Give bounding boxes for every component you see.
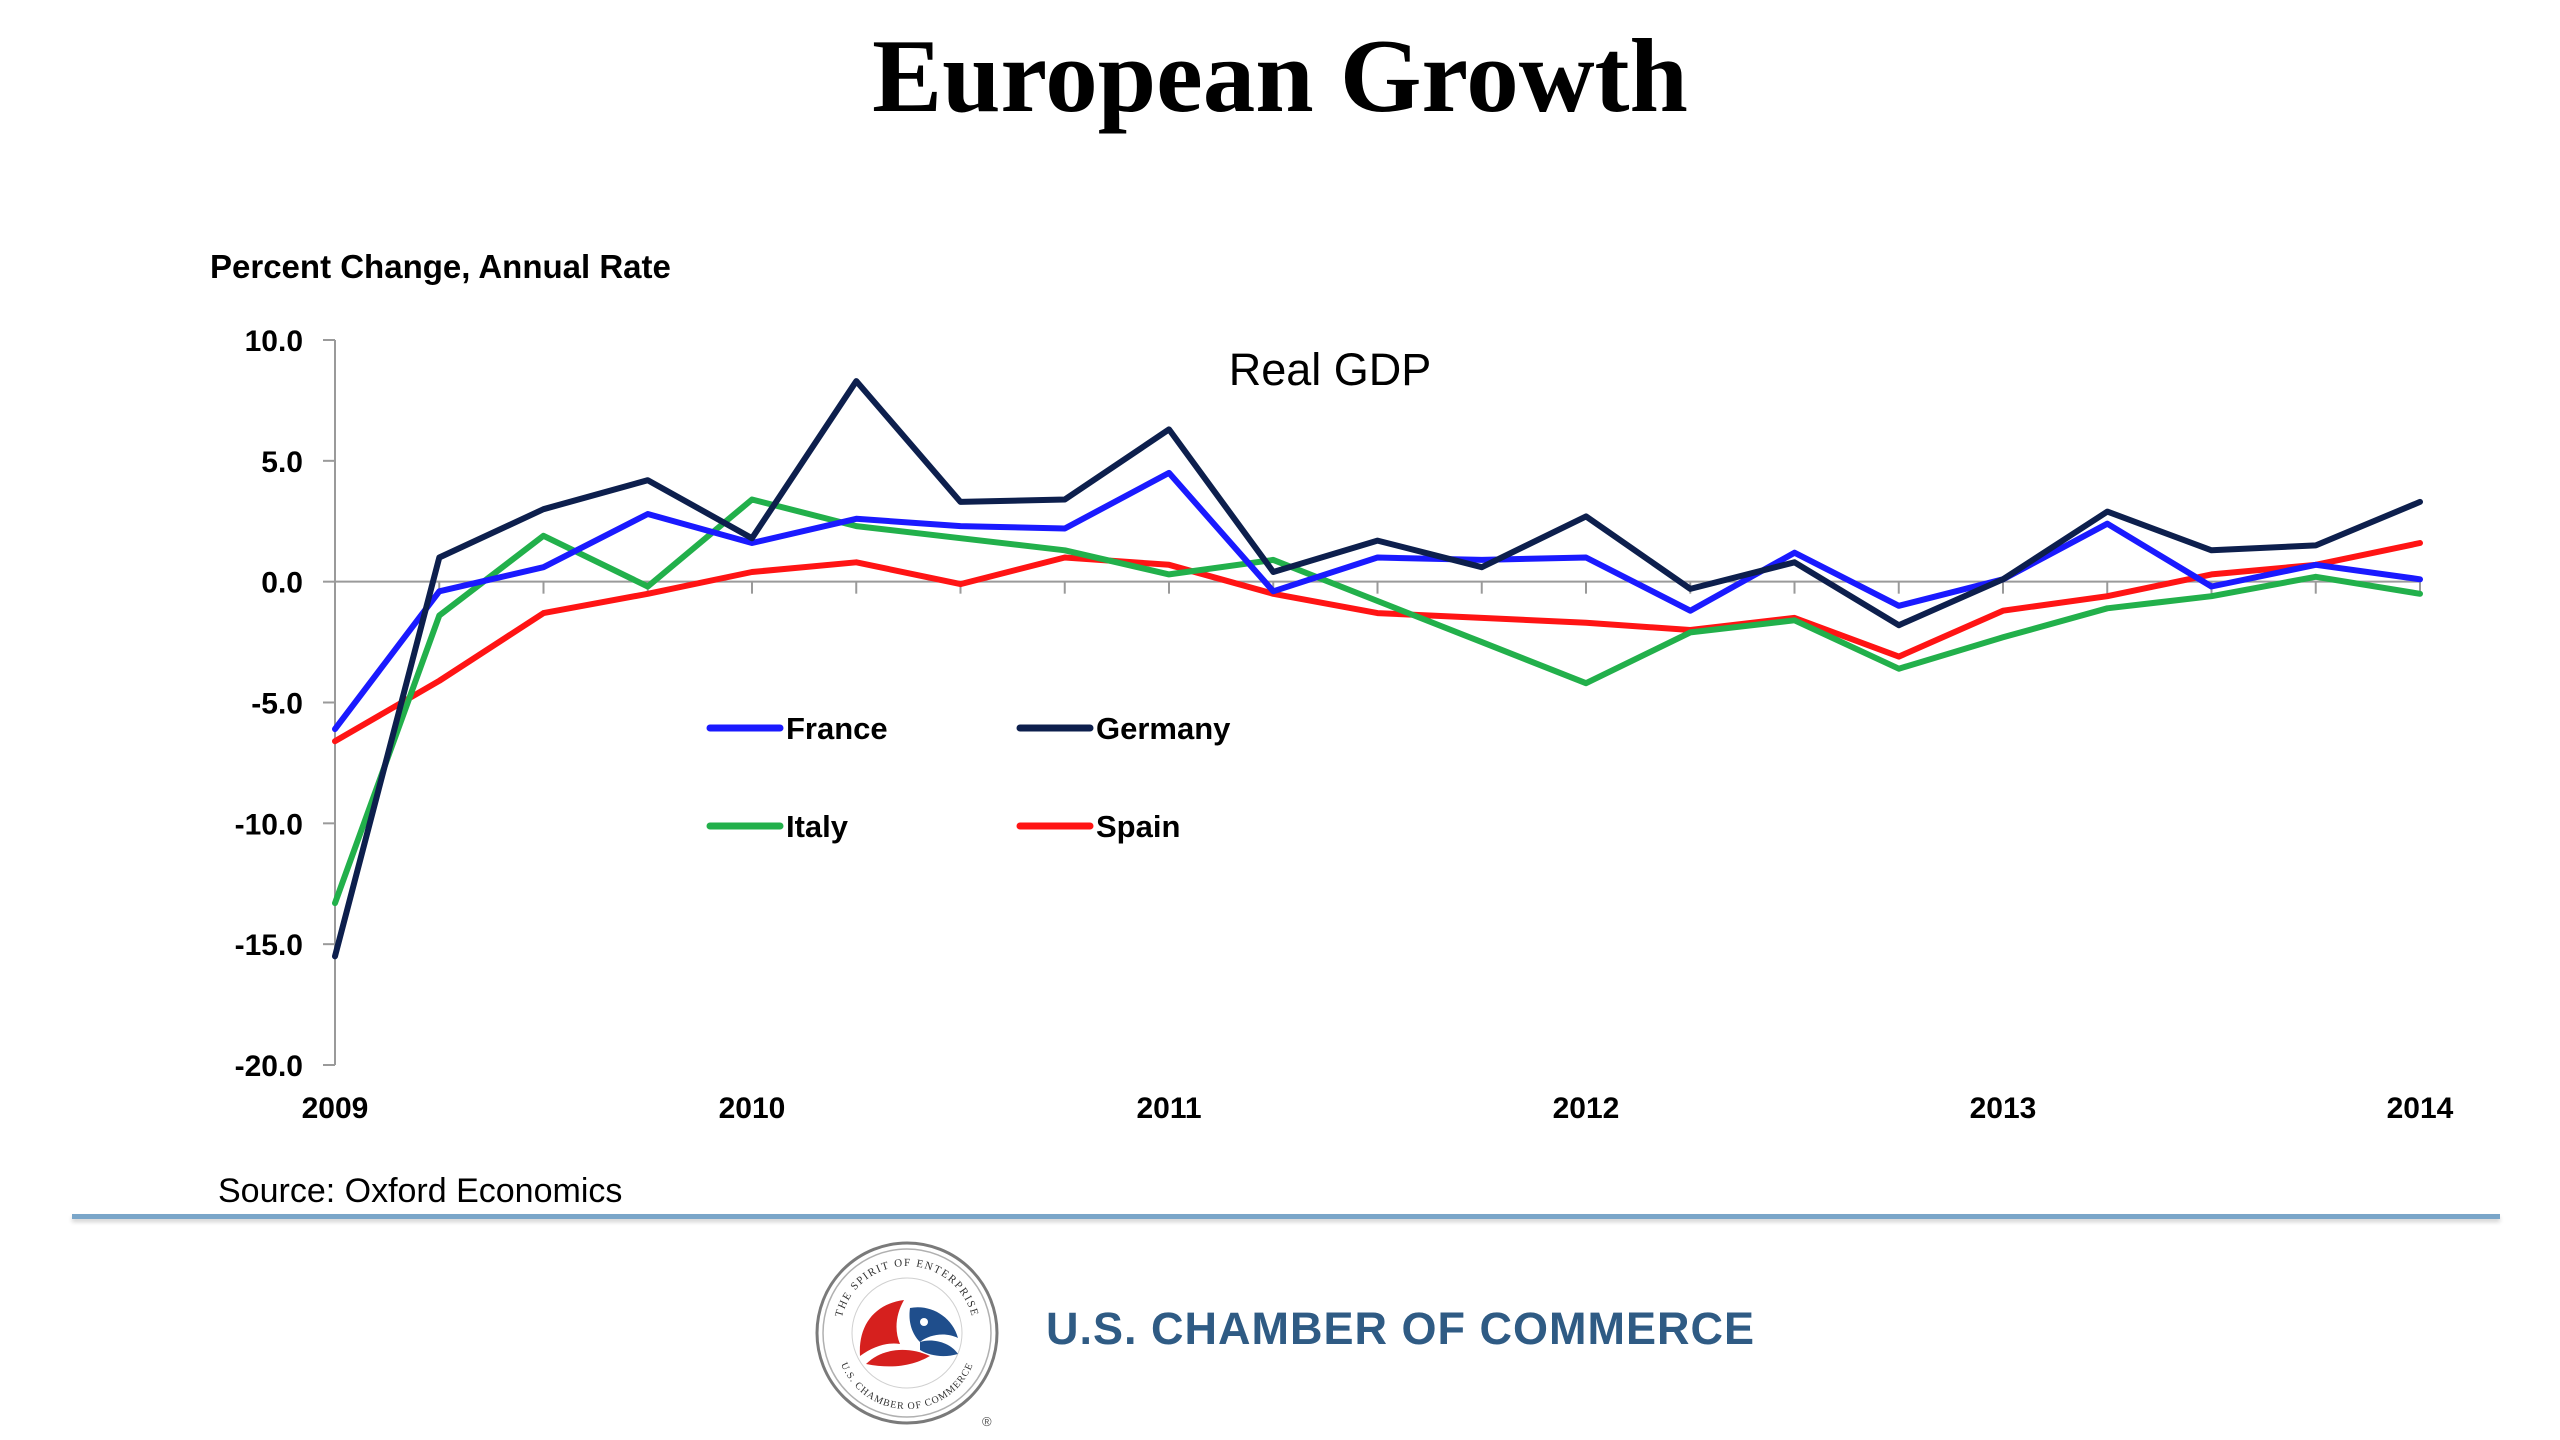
x-tick-label: 2010 <box>719 1092 786 1125</box>
source-note: Source: Oxford Economics <box>218 1172 623 1210</box>
legend-label-spain: Spain <box>1096 809 1180 844</box>
axes: 10.0 5.0 0.0 -5.0 -10.0 -15.0 -20.0 2009 2010 201… <box>235 325 2454 1125</box>
chart-title: Real GDP <box>1229 344 1432 395</box>
y-tick-label: -15.0 <box>235 929 303 962</box>
y-tick-label: 0.0 <box>261 567 303 600</box>
y-tick-label: -5.0 <box>251 688 303 721</box>
legend-label-germany: Germany <box>1096 711 1231 746</box>
registered-mark: ® <box>982 1414 992 1428</box>
series-line-france <box>332 469 2423 733</box>
legend-label-italy: Italy <box>786 809 849 844</box>
organization-name: U.S. CHAMBER OF COMMERCE <box>1046 1303 1755 1354</box>
y-tick-label: -20.0 <box>235 1050 303 1083</box>
y-tick-label: 5.0 <box>261 446 303 479</box>
y-tick-label: -10.0 <box>235 808 303 841</box>
series-line-spain <box>332 540 2423 745</box>
x-tick-label: 2012 <box>1553 1092 1620 1125</box>
series-lines <box>332 378 2423 960</box>
x-tick-label: 2013 <box>1970 1092 2037 1125</box>
y-axis-label: Percent Change, Annual Rate <box>210 248 671 285</box>
chamber-seal-logo: THE SPIRIT OF ENTERPRISE U.S. CHAMBER OF… <box>815 1241 999 1428</box>
page-title: European Growth <box>872 17 1688 134</box>
legend: France Germany Italy Spain <box>706 711 1231 844</box>
series-line-italy <box>332 496 2423 907</box>
x-tick-label: 2014 <box>2387 1092 2454 1125</box>
x-tick-label: 2011 <box>1136 1092 1201 1125</box>
real-gdp-line-chart: Percent Change, Annual Rate Real GDP 10.… <box>210 248 2454 1125</box>
y-tick-label: 10.0 <box>245 325 303 358</box>
series-line-germany <box>332 378 2423 960</box>
divider <box>72 1214 2500 1219</box>
x-tick-label: 2009 <box>302 1092 369 1125</box>
legend-label-france: France <box>786 711 888 746</box>
